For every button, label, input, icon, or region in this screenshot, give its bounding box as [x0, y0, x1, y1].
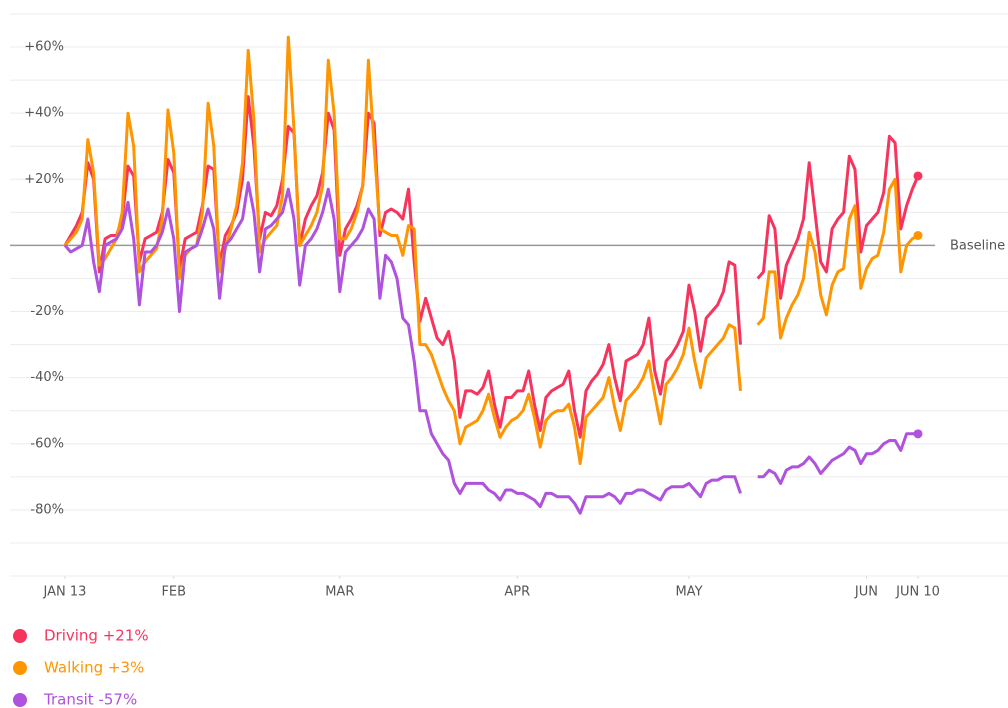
legend-label: Driving +21%: [44, 627, 149, 645]
y-tick-label: -40%: [30, 370, 64, 385]
legend-dot: [13, 661, 27, 675]
y-tick-label: +20%: [24, 172, 64, 187]
x-tick-label: JAN 13: [43, 585, 87, 600]
series-line: [63, 181, 918, 515]
legend-label: Walking +3%: [44, 659, 144, 677]
x-tick-label: APR: [504, 585, 530, 600]
y-tick-label: -20%: [30, 304, 64, 319]
y-tick-label: +60%: [24, 40, 64, 55]
baseline-label: Baseline: [950, 239, 1005, 254]
x-tick-label: FEB: [161, 585, 186, 600]
x-tick-label: JUN 10: [895, 585, 940, 600]
y-tick-label: -60%: [30, 436, 64, 451]
x-tick-label: MAY: [675, 585, 702, 600]
end-dot: [913, 429, 923, 439]
series-line: [63, 95, 920, 439]
x-tick-label: MAR: [325, 585, 354, 600]
end-dot: [913, 171, 923, 181]
legend-label: Transit -57%: [43, 691, 137, 708]
series-line: [63, 35, 919, 466]
x-tick-label: JUN: [854, 585, 878, 600]
end-dot: [913, 230, 923, 240]
y-tick-label: +40%: [24, 106, 64, 121]
legend-dot: [13, 693, 27, 707]
y-tick-label: -80%: [30, 502, 64, 517]
legend-dot: [13, 629, 27, 643]
